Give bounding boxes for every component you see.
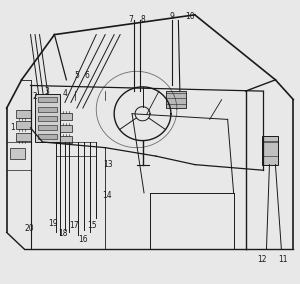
Bar	[35, 94, 60, 142]
Text: 3: 3	[44, 87, 50, 96]
Bar	[60, 136, 72, 143]
Bar	[38, 134, 57, 139]
Bar	[16, 110, 31, 118]
Text: 12: 12	[257, 255, 267, 264]
Text: 16: 16	[78, 235, 88, 244]
Bar	[38, 106, 57, 112]
Text: 10: 10	[185, 12, 195, 21]
Bar	[38, 125, 57, 130]
Text: 19: 19	[48, 220, 58, 228]
Text: 5: 5	[74, 71, 79, 80]
Text: 1: 1	[10, 123, 15, 132]
Text: 2: 2	[33, 92, 38, 101]
Text: 18: 18	[59, 229, 68, 238]
Bar	[167, 91, 186, 108]
Bar	[38, 116, 57, 121]
Text: 17: 17	[69, 221, 79, 230]
Bar	[262, 136, 278, 165]
Text: 20: 20	[24, 224, 34, 233]
Text: 14: 14	[102, 191, 112, 200]
Text: 9: 9	[170, 12, 175, 21]
Text: 7: 7	[128, 14, 133, 24]
Text: 13: 13	[103, 160, 113, 169]
Text: 4: 4	[62, 89, 67, 99]
Bar	[16, 133, 31, 141]
Bar	[60, 113, 72, 120]
Text: 6: 6	[85, 71, 90, 80]
Text: 15: 15	[87, 221, 97, 230]
Bar	[10, 148, 25, 159]
Text: 11: 11	[278, 255, 288, 264]
Bar	[16, 121, 31, 129]
Bar	[38, 97, 57, 103]
Text: 8: 8	[140, 14, 145, 24]
Bar	[60, 125, 72, 131]
